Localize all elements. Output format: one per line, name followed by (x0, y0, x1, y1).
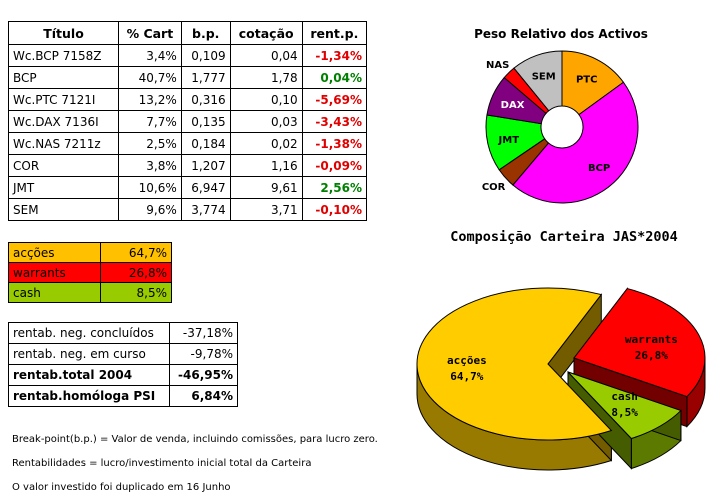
returns-value: -46,95% (168, 364, 239, 386)
cell-rent: 0,04% (301, 66, 368, 89)
composition-value-cash: 8,5% (611, 406, 638, 419)
returns-label: rentab. neg. em curso (8, 343, 170, 365)
composition-side-cash (567, 370, 632, 470)
cell-titulo: COR (8, 154, 119, 177)
allocation-value: 64,7% (100, 242, 172, 263)
cell-rent: -1,38% (301, 132, 368, 155)
weights-label-bcp: BCP (588, 163, 610, 174)
cell-rent: -0,09% (301, 154, 368, 177)
cell-cart: 9,6% (118, 198, 182, 221)
returns-row: rentab.homóloga PSI 6,84% (8, 385, 239, 407)
returns-label: rentab. neg. concluídos (8, 322, 170, 344)
cell-bp: 0,109 (180, 44, 231, 67)
returns-value: -9,78% (168, 343, 239, 365)
cell-cotacao: 0,03 (229, 110, 303, 133)
returns-table: rentab. neg. concluídos -37,18% rentab. ne… (8, 322, 239, 407)
allocation-label: acções (7, 242, 102, 263)
cell-bp: 3,774 (180, 198, 231, 221)
cell-cart: 7,7% (118, 110, 182, 133)
returns-value: -37,18% (168, 322, 239, 344)
weights-label-sem: SEM (532, 72, 556, 83)
cell-bp: 0,316 (180, 88, 231, 111)
col-header-rent: rent.p. (301, 21, 368, 45)
cell-cart: 3,8% (118, 154, 182, 177)
composition-wall-cash (630, 409, 682, 470)
portfolio-header-row: Título % Cart b.p. cotação rent.p. (8, 21, 368, 45)
returns-label: rentab.total 2004 (8, 364, 170, 386)
weights-chart-title: Peso Relativo dos Activos (474, 27, 648, 41)
cell-titulo: Wc.BCP 7158Z (8, 44, 119, 67)
cell-cart: 2,5% (118, 132, 182, 155)
returns-value: 6,84% (168, 385, 239, 407)
portfolio-row: SEM 9,6% 3,774 3,71 -0,10% (8, 198, 368, 221)
composition-label-warrants: warrants (625, 333, 678, 346)
composition-side-cash (567, 371, 682, 442)
col-header-cotacao: cotação (229, 21, 303, 45)
returns-row: rentab. neg. em curso -9,78% (8, 343, 239, 365)
returns-row: rentab.total 2004 -46,95% (8, 364, 239, 386)
allocation-row-cash: cash 8,5% (7, 282, 172, 303)
cell-rent: -0,10% (301, 198, 368, 221)
composition-side-acções (547, 362, 612, 462)
cell-bp: 1,207 (180, 154, 231, 177)
allocation-row-warrants: warrants 26,8% (7, 262, 172, 283)
composition-value-warrants: 26,8% (635, 349, 668, 362)
cell-bp: 0,184 (180, 132, 231, 155)
portfolio-table: Título % Cart b.p. cotação rent.p. Wc.BC… (8, 21, 368, 221)
returns-label: rentab.homóloga PSI (8, 385, 170, 407)
composition-value-acções: 64,7% (450, 370, 483, 383)
cell-titulo: Wc.PTC 7121I (8, 88, 119, 111)
composition-side-warrants (573, 357, 688, 428)
weights-label-dax: DAX (501, 100, 525, 111)
cell-cotacao: 0,10 (229, 88, 303, 111)
composition-side-warrants (573, 287, 628, 390)
weights-label-cor: COR (482, 182, 506, 193)
weights-label-nas: NAS (486, 60, 509, 71)
col-header-titulo: Título (8, 21, 119, 45)
cell-titulo: SEM (8, 198, 119, 221)
allocation-value: 26,8% (100, 262, 172, 283)
note-breakpoint: Break-point(b.p.) = Valor de venda, incl… (12, 434, 378, 445)
composition-side-acções (547, 293, 602, 396)
returns-row: rentab. neg. concluídos -37,18% (8, 322, 239, 344)
composition-chart-title: Composição Carteira JAS*2004 (450, 229, 678, 245)
cell-cart: 3,4% (118, 44, 182, 67)
composition-wall-warrants (686, 357, 706, 428)
allocation-row-acções: acções 64,7% (7, 242, 172, 263)
note-rentabilidades: Rentabilidades = lucro/investimento inic… (12, 458, 312, 469)
allocation-label: cash (7, 282, 102, 303)
allocation-label: warrants (7, 262, 102, 283)
col-header-cart: % Cart (118, 21, 182, 45)
weights-label-jmt: JMT (498, 135, 520, 146)
composition-wall-acções (416, 363, 612, 471)
composition-label-acções: acções (447, 354, 487, 367)
weights-slice-bcp (512, 81, 639, 204)
composition-slice-cash (567, 371, 682, 440)
note-investimento: O valor investido foi duplicado em 16 Ju… (12, 482, 231, 493)
portfolio-row: BCP 40,7% 1,777 1,78 0,04% (8, 66, 368, 89)
cell-titulo: Wc.DAX 7136I (8, 110, 119, 133)
composition-slice-warrants (573, 288, 706, 398)
weights-label-ptc: PTC (576, 74, 598, 85)
cell-bp: 0,135 (180, 110, 231, 133)
allocation-table: acções 64,7% warrants 26,8% cash 8,5% (7, 242, 172, 303)
portfolio-row: Wc.PTC 7121I 13,2% 0,316 0,10 -5,69% (8, 88, 368, 111)
composition-slice-acções (416, 287, 613, 441)
cell-titulo: Wc.NAS 7211z (8, 132, 119, 155)
cell-cotacao: 3,71 (229, 198, 303, 221)
portfolio-row: Wc.NAS 7211z 2,5% 0,184 0,02 -1,38% (8, 132, 368, 155)
composition-label-cash: cash (611, 390, 638, 403)
weights-doughnut-chart: Peso Relativo dos Activos PTC BCP COR JMT DA… (474, 27, 648, 204)
weights-slice-sem (513, 50, 563, 112)
allocation-value: 8,5% (100, 282, 172, 303)
